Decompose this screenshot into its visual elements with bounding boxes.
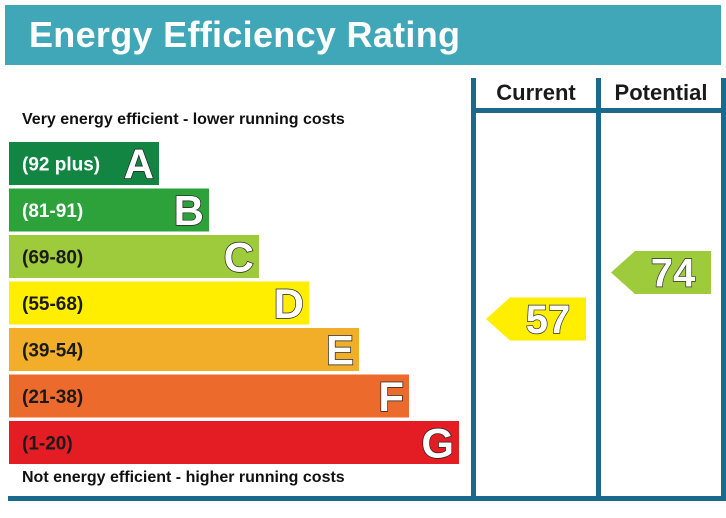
top-note: Very energy efficient - lower running co… [22,111,345,128]
band-letter-a: A [124,141,154,188]
band-range-label-e: (39-54) [22,341,83,362]
potential-column-right-border [721,78,726,498]
band-letter-c: C [224,234,254,281]
bottom-note: Not energy efficient - higher running co… [22,469,345,486]
band-bar-f [9,374,409,418]
band-letter-f: F [378,373,404,420]
band-range-label-c: (69-80) [22,248,83,269]
band-letter-e: E [326,327,354,374]
band-range-label-a: (92 plus) [22,155,100,176]
current-rating-arrow [486,297,586,341]
band-bar-e [9,328,359,371]
column-divider [596,78,601,498]
bottom-border-line [8,496,726,501]
potential-rating-arrow [611,251,711,294]
header-separator-line [471,108,726,113]
current-rating-value: 57 [526,298,571,342]
current-column-header: Current [496,80,576,105]
current-column-left-border [471,78,476,498]
band-letter-g: G [421,420,454,467]
band-letter-b: B [174,187,204,234]
title-bar: Energy Efficiency Rating [5,5,721,65]
band-range-label-b: (81-91) [22,201,83,222]
band-bar-a [9,142,159,185]
potential-column-header: Potential [614,80,708,105]
band-bar-g [9,421,459,464]
page-title: Energy Efficiency Rating [29,14,461,55]
band-range-label-g: (1-20) [22,434,73,455]
band-bar-c [9,235,259,278]
band-range-label-d: (55-68) [22,294,83,315]
potential-rating-value: 74 [651,252,696,296]
band-letter-d: D [274,280,304,327]
band-range-label-f: (21-38) [22,387,83,408]
band-bar-d [9,281,309,325]
band-bar-b [9,188,209,232]
